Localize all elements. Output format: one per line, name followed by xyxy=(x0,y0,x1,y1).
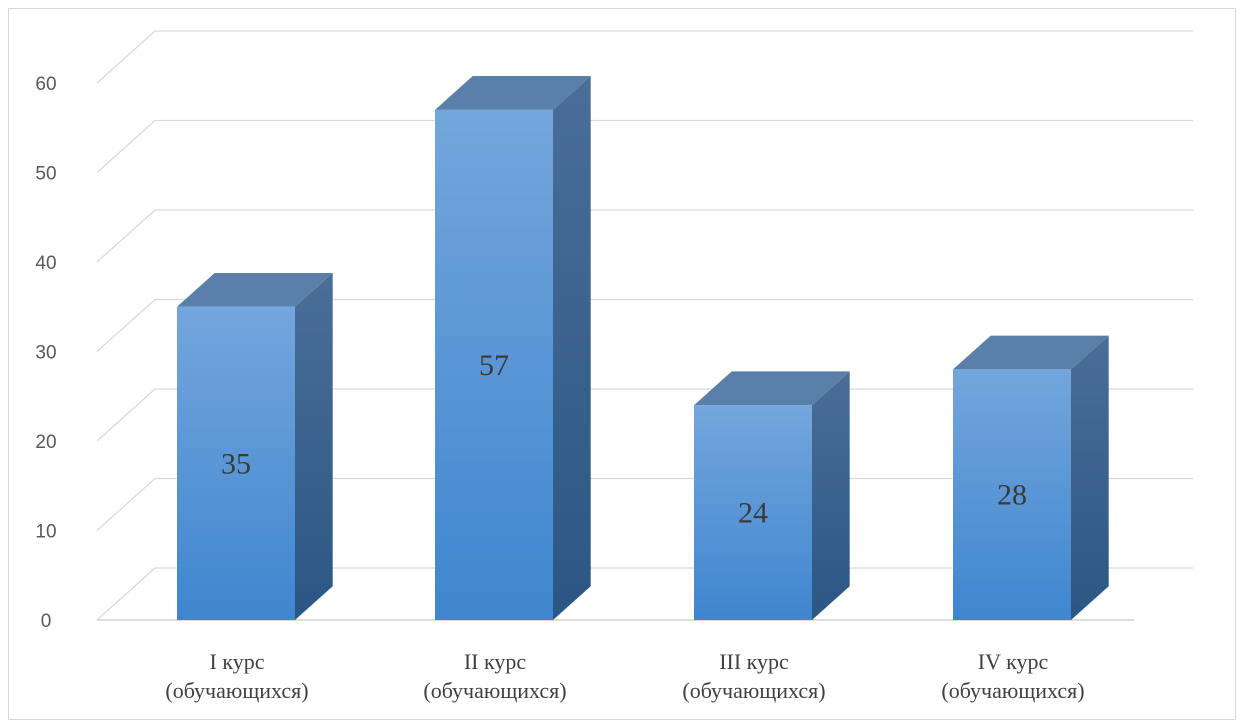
bar-front xyxy=(953,369,1071,620)
y-axis-ticks: 0 10 20 30 40 50 60 xyxy=(35,74,56,632)
bar-top xyxy=(435,76,591,110)
y-tick-label: 50 xyxy=(35,164,56,185)
data-labels: 35 57 24 28 xyxy=(221,349,1027,530)
x-category-label: III курс xyxy=(719,649,789,674)
bar-side xyxy=(295,272,333,620)
bar-side xyxy=(553,76,591,621)
x-category-label: (обучающихся) xyxy=(941,678,1084,703)
x-category-label: (обучающихся) xyxy=(165,678,308,703)
gridline-diagonal xyxy=(96,209,156,263)
x-category-label: I курс xyxy=(210,649,265,674)
y-tick-label: 30 xyxy=(35,343,56,364)
bar-side xyxy=(1071,335,1109,620)
bar-side xyxy=(812,371,850,620)
y-tick-label: 10 xyxy=(35,522,56,543)
x-category-label: II курс xyxy=(464,649,527,674)
y-tick-label: 40 xyxy=(35,253,56,274)
gridline-diagonal xyxy=(96,388,156,442)
y-tick-label: 20 xyxy=(35,432,56,453)
bar-top xyxy=(953,335,1109,370)
gridline-diagonal xyxy=(96,120,156,173)
gridline-diagonal xyxy=(96,30,156,84)
bar xyxy=(953,335,1109,620)
data-label: 57 xyxy=(479,349,509,382)
x-category-label: (обучающихся) xyxy=(423,678,566,703)
bar xyxy=(435,76,591,621)
gridline-diagonal xyxy=(96,567,156,621)
data-label: 35 xyxy=(221,447,251,480)
bar xyxy=(694,371,850,620)
x-axis-categories: I курс (обучающихся) II курс (обучающихся) I… xyxy=(165,649,1084,703)
y-tick-label: 60 xyxy=(35,74,56,95)
bars xyxy=(177,76,1109,621)
x-category-label: (обучающихся) xyxy=(682,678,825,703)
bar-front xyxy=(694,405,812,620)
bar-top xyxy=(694,371,850,406)
gridline-diagonal xyxy=(96,299,156,352)
bar xyxy=(177,272,333,620)
y-tick-label: 0 xyxy=(41,611,52,632)
data-label: 28 xyxy=(997,479,1027,512)
bar-front xyxy=(435,109,553,620)
gridline-diagonal xyxy=(96,478,156,531)
data-label: 24 xyxy=(738,497,768,530)
bar-top xyxy=(177,272,333,307)
x-category-label: IV курс xyxy=(978,649,1049,674)
bar-front xyxy=(177,306,295,620)
